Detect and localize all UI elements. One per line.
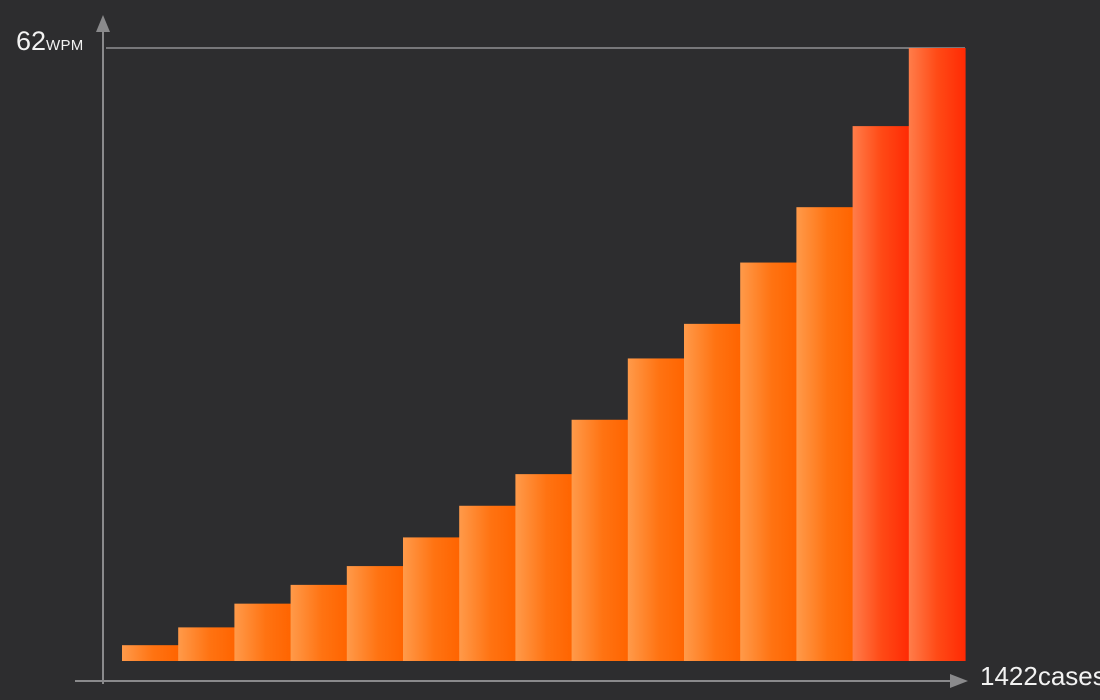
bar-13 [796,207,854,661]
bar-5 [346,566,404,661]
bars-group [122,48,966,662]
x-max-value: 1422 [980,661,1038,691]
bar-12 [740,262,797,661]
bar-4 [290,584,348,661]
bar-14 [852,126,910,662]
bar-10 [627,358,685,661]
bar-2 [178,627,235,661]
bar-3 [234,603,292,661]
x-axis-arrow-icon [950,674,968,688]
bar-15 [908,48,966,661]
y-max-unit: WPM [46,37,84,54]
bar-9 [571,419,629,661]
y-axis-arrow-icon [96,15,110,32]
x-max-unit: cases [1037,661,1100,691]
y-max-value: 62 [16,26,47,56]
bar-11 [684,323,741,661]
y-axis-max-label: 62WPM [16,26,84,61]
bar-7 [459,505,516,661]
bar-8 [515,474,573,661]
bar-1 [122,645,179,661]
bar-6 [403,537,460,661]
x-axis-max-label: 1422cases [980,661,1100,691]
